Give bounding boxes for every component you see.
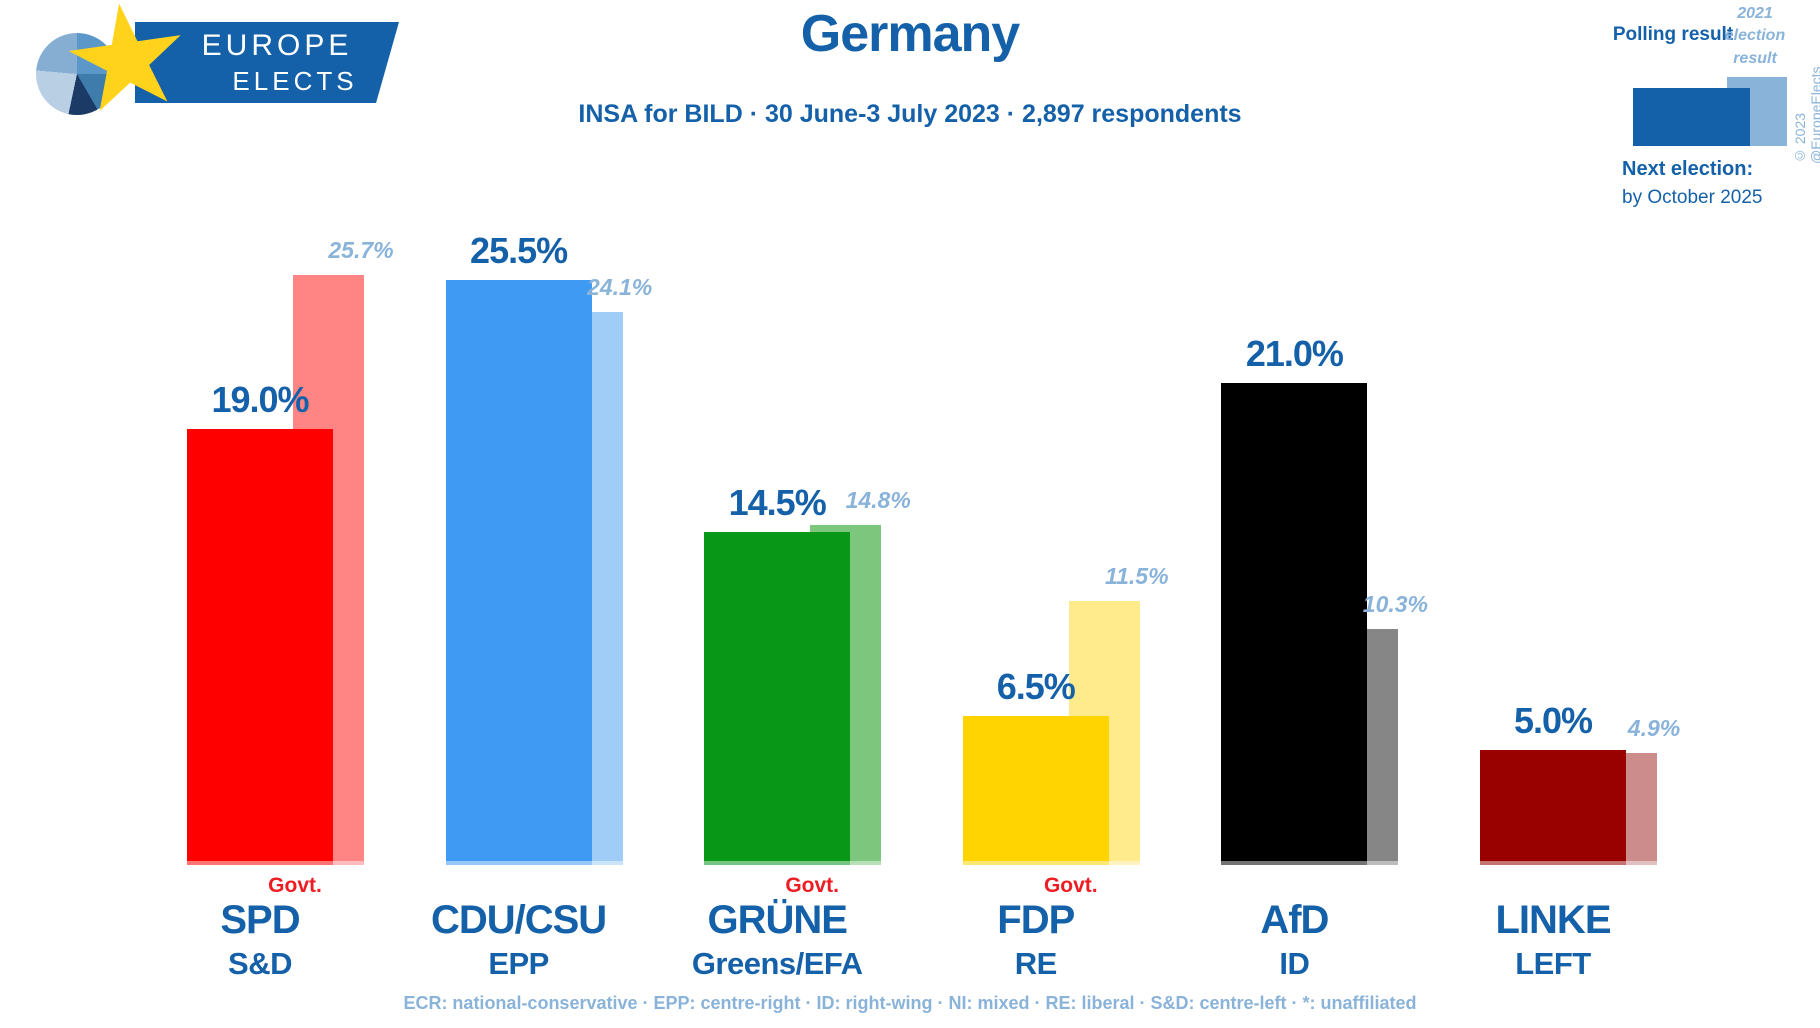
poll-value-label-spd: 19.0% <box>211 379 309 421</box>
election-value-label-linke: 4.9% <box>1627 714 1681 741</box>
poll-bar-gr-ne <box>704 532 851 865</box>
party-group-gr-ne: Greens/EFA <box>691 946 863 981</box>
footer-glossary: ECR: national-conservative · EPP: centre… <box>403 993 1417 1013</box>
election-value-label-gr-ne: 14.8% <box>845 487 911 514</box>
party-group-cdu-csu: EPP <box>488 946 549 981</box>
election-value-label-fdp: 11.5% <box>1105 563 1169 590</box>
party-group-spd: S&D <box>228 946 292 981</box>
poll-subtitle: INSA for BILD · 30 June-3 July 2023 · 2,… <box>578 100 1242 128</box>
election-value-label-afd: 10.3% <box>1362 590 1428 617</box>
poll-value-label-fdp: 6.5% <box>996 665 1076 707</box>
govt-badge-spd: Govt. <box>268 874 322 897</box>
next-election: Next election: by October 2025 <box>1622 158 1820 209</box>
poll-bar-linke <box>1480 750 1626 865</box>
poll-bar-afd <box>1221 383 1368 865</box>
election-value-label-cdu-csu: 24.1% <box>586 274 653 301</box>
logo-text-europe: EUROPE <box>201 29 353 62</box>
legend-election-label: 2021 election result <box>1724 5 1786 67</box>
party-group-afd: ID <box>1279 946 1310 981</box>
legend-polling-label: Polling result <box>1612 24 1734 45</box>
poll-bar-cdu-csu <box>445 280 592 865</box>
legend-polling-swatch <box>1633 88 1750 146</box>
page-title: Germany <box>800 5 1020 63</box>
next-election-label: Next election: <box>1622 158 1754 180</box>
party-name-cdu-csu: CDU/CSU <box>430 898 607 942</box>
govt-badge-fdp: Govt. <box>1043 874 1098 897</box>
govt-badge-gr-ne: Govt. <box>785 874 840 897</box>
baseline-highlight <box>0 861 1820 865</box>
party-name-afd: AfD <box>1260 898 1329 942</box>
poll-bar-spd <box>187 429 333 865</box>
next-election-date: by October 2025 <box>1622 187 1763 208</box>
poll-bar-fdp <box>962 715 1109 865</box>
party-name-spd: SPD <box>220 898 300 942</box>
party-name-fdp: FDP <box>997 898 1075 942</box>
party-name-linke: LINKE <box>1495 898 1612 942</box>
poll-value-label-linke: 5.0% <box>1513 700 1593 742</box>
poll-value-label-afd: 21.0% <box>1245 333 1344 375</box>
party-name-gr-ne: GRÜNE <box>707 898 847 942</box>
election-value-label-spd: 25.7% <box>328 237 394 264</box>
europe-elects-logo: EUROPE ELECTS <box>20 5 400 113</box>
poll-value-label-cdu-csu: 25.5% <box>470 230 568 272</box>
party-group-fdp: RE <box>1014 946 1058 981</box>
poll-value-label-gr-ne: 14.5% <box>728 482 827 524</box>
logo-text-elects: ELECTS <box>232 66 358 96</box>
party-group-linke: LEFT <box>1515 946 1591 981</box>
